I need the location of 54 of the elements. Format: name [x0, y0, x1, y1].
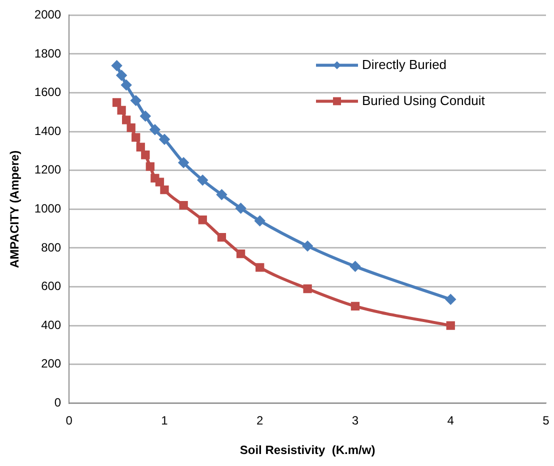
point: [198, 216, 207, 224]
point: [198, 175, 208, 186]
y-tick-label: 1200: [34, 162, 62, 177]
y-tick-label: 1000: [34, 202, 62, 216]
x-tick-label: 0: [66, 414, 73, 428]
point: [117, 106, 126, 115]
point: [121, 80, 132, 90]
x-axis-title: Soil Resistivity (K.m/w): [240, 443, 376, 458]
x-tick-label: 2: [256, 414, 264, 428]
point: [236, 249, 246, 258]
point: [217, 233, 226, 242]
point: [303, 284, 312, 294]
point: [350, 302, 360, 311]
point: [160, 185, 169, 194]
legend-label: Buried Using Conduit: [362, 92, 486, 108]
point: [350, 261, 360, 272]
point: [122, 116, 131, 124]
y-axis-title: AMPACITY (Ampere): [8, 150, 22, 268]
point: [159, 134, 170, 144]
x-tick-label: 1: [161, 414, 168, 428]
point: [302, 241, 313, 252]
point: [446, 321, 455, 330]
point: [132, 133, 140, 142]
y-tick-label: 1800: [34, 46, 62, 60]
y-tick-label: 1400: [34, 124, 62, 138]
point: [112, 60, 122, 71]
point: [254, 216, 265, 226]
point: [178, 158, 189, 168]
y-tick-label: 2000: [34, 8, 62, 22]
point: [146, 162, 154, 171]
x-tick-label: 4: [447, 414, 454, 428]
point: [112, 98, 122, 107]
point: [140, 111, 150, 122]
x-tick-label: 5: [542, 414, 550, 428]
point: [136, 142, 145, 152]
point: [155, 178, 164, 186]
point: [150, 124, 160, 135]
point: [446, 294, 456, 304]
point: [179, 200, 188, 210]
point: [126, 123, 136, 132]
y-tick-label: 1600: [34, 85, 62, 100]
y-tick-label: 0: [54, 396, 62, 410]
point: [130, 96, 141, 106]
y-tick-label: 200: [41, 356, 62, 371]
point: [116, 70, 127, 80]
point: [216, 190, 227, 200]
y-tick-label: 800: [41, 240, 62, 254]
y-tick-label: 600: [41, 279, 62, 294]
y-tick-label: 400: [41, 318, 62, 332]
point: [141, 150, 150, 160]
legend-label: Directly Buried: [362, 56, 447, 72]
x-tick-label: 3: [352, 414, 359, 428]
point: [236, 203, 246, 214]
point: [256, 263, 264, 272]
